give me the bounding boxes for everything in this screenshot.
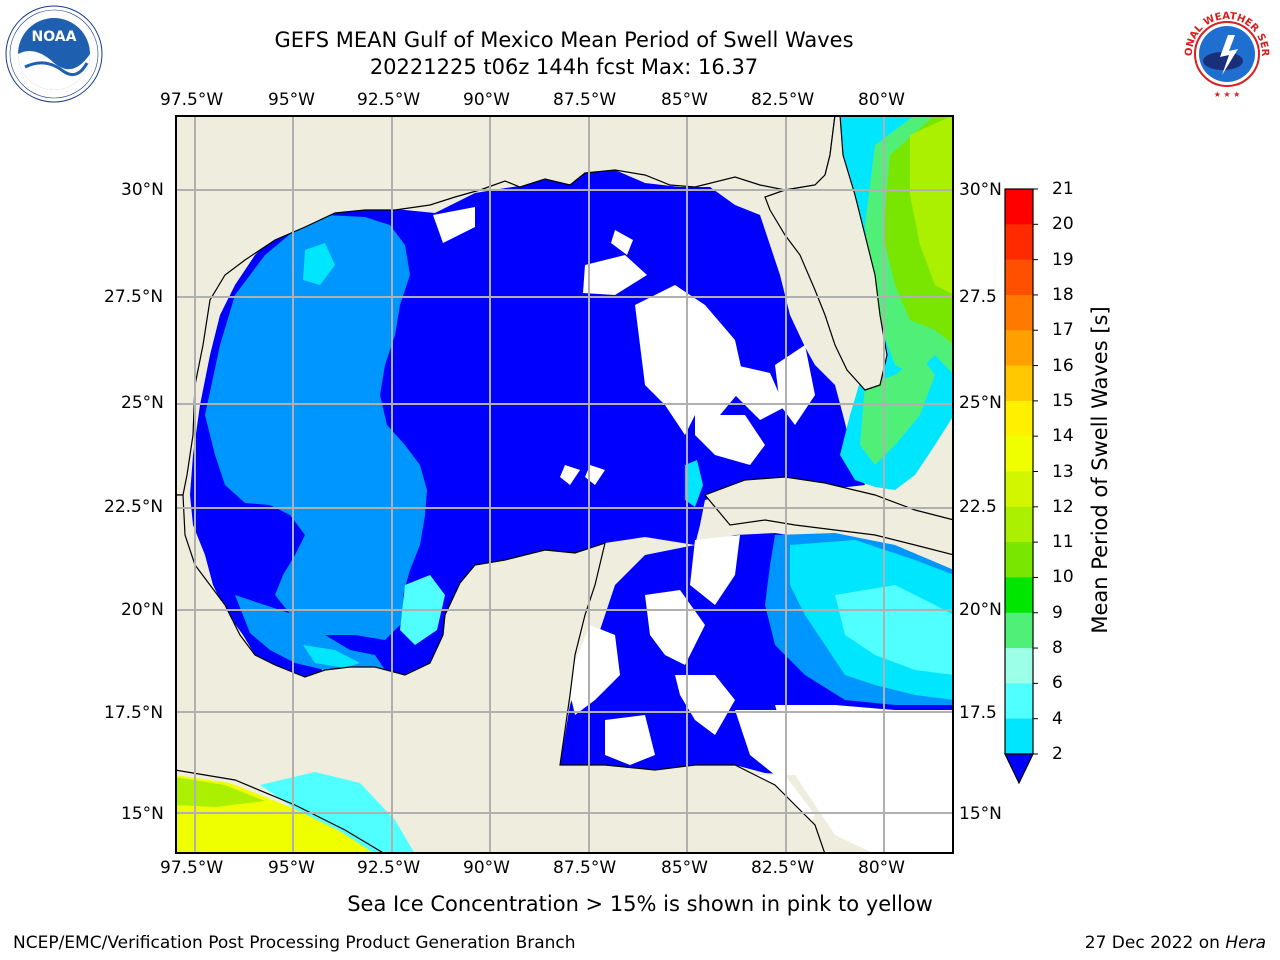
colorbar-tick-label: 4 (1052, 708, 1063, 729)
colorbar-cell (1005, 189, 1033, 225)
svg-text:NOAA: NOAA (32, 29, 77, 45)
colorbar-tick-label: 19 (1052, 249, 1074, 270)
colorbar (1000, 185, 1080, 785)
colorbar-tick-label: 21 (1052, 179, 1074, 199)
colorbar-cell (1005, 436, 1033, 472)
lon-label-bottom: 80°W (858, 858, 905, 878)
lon-label-bottom: 85°W (661, 858, 708, 878)
map-title-line1: GEFS MEAN Gulf of Mexico Mean Period of … (274, 28, 854, 52)
lat-label-left: 30°N (121, 180, 164, 200)
colorbar-tick-label: 13 (1052, 461, 1074, 482)
colorbar-cell (1005, 577, 1033, 614)
colorbar-tick-label: 8 (1052, 638, 1063, 659)
colorbar-tick-label: 2 (1052, 744, 1063, 764)
sea-ice-caption: Sea Ice Concentration > 15% is shown in … (347, 892, 933, 916)
footer-date-text: 27 Dec 2022 on (1084, 933, 1226, 953)
colorbar-tick-label: 14 (1052, 426, 1074, 447)
colorbar-tick-label: 10 (1052, 567, 1074, 588)
colorbar-tick-label: 20 (1052, 214, 1074, 235)
colorbar-cell (1005, 365, 1033, 402)
colorbar-tick-label: 11 (1052, 532, 1074, 553)
west-gulf-light-blue (205, 215, 427, 640)
colorbar-extend-arrow (1004, 753, 1034, 785)
lat-label-left: 27.5°N (104, 287, 164, 307)
footer-date: 27 Dec 2022 on Hera (1085, 933, 1266, 953)
lon-label-top: 92.5°W (357, 90, 421, 110)
colorbar-tick-label: 17 (1052, 320, 1074, 341)
colorbar-cell (1005, 648, 1033, 684)
colorbar-tick-label: 15 (1052, 390, 1074, 411)
nws-logo: NATIONAL WEATHER SERVICE ★ ★ ★ (1174, 0, 1276, 103)
map-grid (175, 115, 954, 854)
lat-label-right: 25°N (959, 393, 1002, 413)
lon-label-bottom: 87.5°W (553, 858, 617, 878)
colorbar-tick-label: 18 (1052, 284, 1074, 305)
svg-text:★ ★ ★: ★ ★ ★ (1214, 90, 1241, 99)
lon-label-top: 80°W (858, 90, 905, 110)
gulf-of-mexico-map (175, 115, 954, 854)
lat-label-right: 30°N (959, 180, 1002, 200)
lon-label-bottom: 97.5°W (160, 858, 224, 878)
lon-label-bottom: 90°W (463, 858, 510, 878)
map-title-line2: 20221225 t06z 144h fcst Max: 16.37 (369, 55, 759, 79)
lon-label-bottom: 95°W (268, 858, 315, 878)
colorbar-tick-label: 6 (1052, 673, 1063, 694)
colorbar-cell (1005, 224, 1033, 261)
bay-light-blue (235, 595, 385, 675)
colorbar-label-wrap: Mean Period of Swell Waves [s] (1085, 185, 1115, 755)
colorbar-tick-label: 9 (1052, 602, 1063, 623)
colorbar-tick-label: 12 (1052, 496, 1074, 517)
lon-label-bottom: 82.5°W (751, 858, 815, 878)
lat-label-right: 15°N (959, 804, 1002, 824)
lat-label-left: 17.5°N (104, 703, 164, 723)
lat-label-right: 27.5 (959, 287, 997, 307)
colorbar-cell (1005, 259, 1033, 296)
colorbar-cell (1005, 718, 1033, 755)
lat-label-left: 25°N (121, 393, 164, 413)
lon-label-top: 87.5°W (553, 90, 617, 110)
noaa-logo: NOAA (5, 5, 103, 103)
footer-org: NCEP/EMC/Verification Post Processing Pr… (13, 933, 576, 953)
colorbar-cell (1005, 542, 1033, 578)
lat-label-right: 17.5 (959, 703, 997, 723)
lon-label-top: 82.5°W (751, 90, 815, 110)
lat-label-left: 15°N (121, 804, 164, 824)
colorbar-label: Mean Period of Swell Waves [s] (1088, 306, 1112, 634)
lon-label-top: 90°W (463, 90, 510, 110)
lat-label-left: 22.5°N (104, 497, 164, 517)
colorbar-cell (1005, 471, 1033, 508)
lat-label-left: 20°N (121, 600, 164, 620)
colorbar-cell (1005, 683, 1033, 720)
lon-label-top: 85°W (661, 90, 708, 110)
colorbar-cell (1005, 330, 1033, 367)
colorbar-cell (1005, 400, 1033, 437)
no-data-areas (433, 207, 954, 854)
map-frame (175, 115, 954, 854)
colorbar-cell (1005, 294, 1033, 331)
colorbar-tick-labels: 21 20 19 18 17 16 15 14 13 12 11 10 9 8 6 4 2 (1036, 179, 1076, 785)
lon-label-top: 97.5°W (160, 90, 224, 110)
colorbar-tick-label: 16 (1052, 355, 1074, 376)
lon-label-top: 95°W (268, 90, 315, 110)
lat-label-right: 20°N (959, 600, 1002, 620)
footer-host: Hera (1225, 933, 1266, 953)
colorbar-cell (1005, 612, 1033, 649)
colorbar-cell (1005, 506, 1033, 543)
lon-label-bottom: 92.5°W (357, 858, 421, 878)
lat-label-right: 22.5 (959, 497, 997, 517)
